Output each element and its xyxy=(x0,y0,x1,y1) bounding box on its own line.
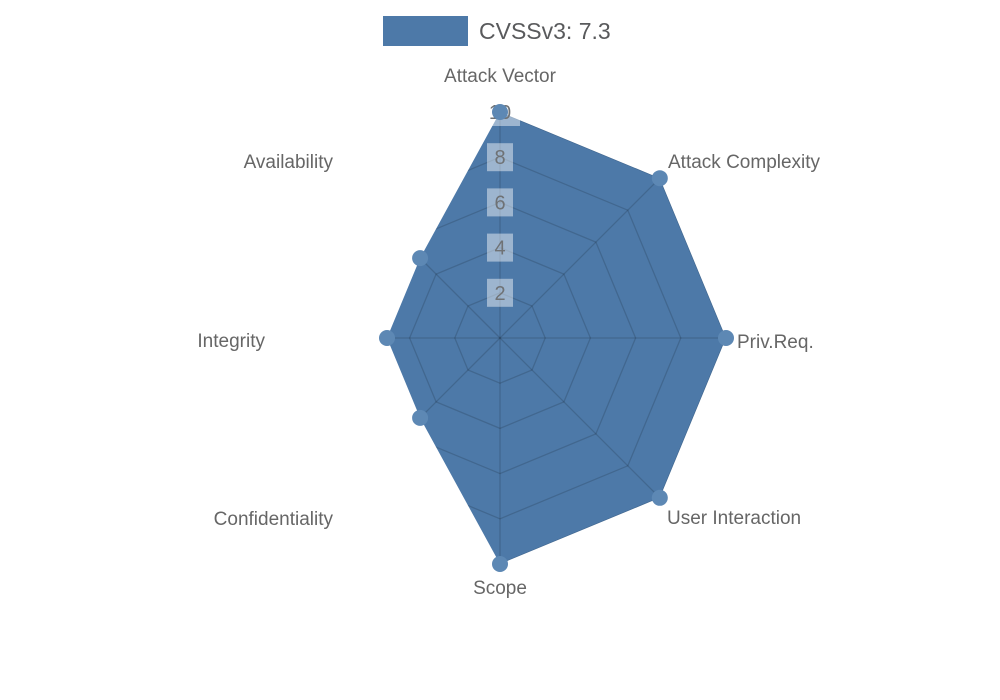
data-point-integrity xyxy=(379,330,395,346)
grid-ring-10 xyxy=(387,112,726,564)
chart-legend[interactable]: CVSSv3: 7.3 xyxy=(383,16,611,46)
grid-spoke-user-interaction xyxy=(499,337,661,499)
axis-label-scope: Scope xyxy=(473,578,527,599)
axis-labels: Attack Vector Attack Complexity Priv.Req. U… xyxy=(197,66,820,599)
axis-label-priv-req: Priv.Req. xyxy=(737,332,814,353)
grid-ring-2 xyxy=(454,292,546,384)
radar-series-polygon xyxy=(387,112,726,564)
grid-ring-4 xyxy=(408,246,592,430)
legend-label[interactable]: CVSSv3: 7.3 xyxy=(479,17,611,44)
data-point-priv-req xyxy=(718,330,734,346)
data-point-availability xyxy=(412,250,429,267)
data-point-user-interaction xyxy=(651,489,668,506)
radial-tick-labels: 246810 xyxy=(480,98,520,307)
tick-label-8: 8 xyxy=(494,147,505,169)
data-point-confidentiality xyxy=(412,409,429,426)
data-point-attack-complexity xyxy=(651,170,668,187)
data-point-attack-vector xyxy=(492,104,508,120)
tick-box-8 xyxy=(487,143,513,172)
tick-label-6: 6 xyxy=(494,192,505,214)
axis-label-user-interaction: User Interaction xyxy=(667,508,801,529)
legend-swatch[interactable] xyxy=(383,16,468,46)
tick-box-2 xyxy=(487,278,513,307)
axis-label-attack-complexity: Attack Complexity xyxy=(668,152,821,173)
tick-label-4: 4 xyxy=(494,238,505,260)
axis-label-confidentiality: Confidentiality xyxy=(214,509,334,530)
tick-box-4 xyxy=(487,233,513,262)
axis-label-attack-vector: Attack Vector xyxy=(444,66,557,87)
axis-label-availability: Availability xyxy=(244,152,334,173)
data-point-scope xyxy=(492,556,508,572)
tick-box-6 xyxy=(487,188,513,217)
tick-label-2: 2 xyxy=(494,283,505,305)
grid-spoke-attack-complexity xyxy=(499,177,661,339)
grid-ring-8 xyxy=(387,156,682,520)
axis-label-integrity: Integrity xyxy=(197,331,265,352)
